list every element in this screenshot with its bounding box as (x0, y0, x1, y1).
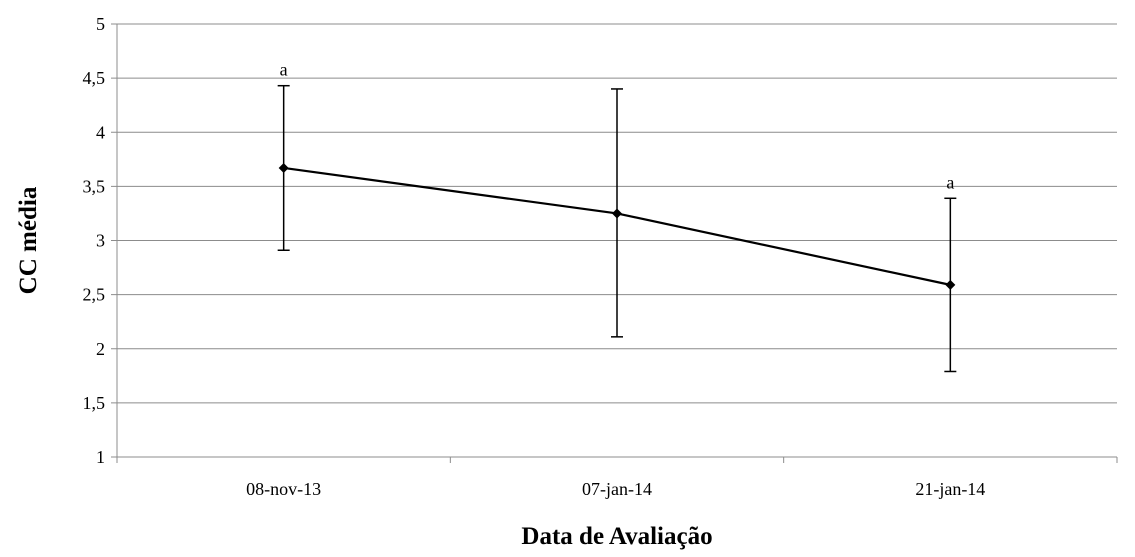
data-point (278, 162, 289, 173)
x-tick-label: 21-jan-14 (915, 479, 985, 499)
significance-annotation: a (280, 60, 288, 80)
y-tick-label: 3,5 (83, 176, 106, 196)
annotations: aa (280, 60, 955, 193)
data-point (612, 208, 622, 219)
error-bars (277, 84, 957, 373)
x-axis-title: Data de Avaliação (521, 523, 712, 550)
x-tick-labels: 08-nov-13 07-jan-14 21-jan-14 (246, 479, 985, 499)
data-point (945, 279, 956, 290)
y-tick-label: 4 (96, 122, 105, 142)
series-line (278, 162, 956, 290)
y-tick-label: 1 (96, 447, 105, 467)
x-tick-label: 07-jan-14 (582, 479, 652, 499)
y-tick-label: 5 (96, 14, 105, 34)
y-tick-label: 4,5 (83, 68, 106, 88)
y-tick-label: 3 (96, 231, 105, 251)
axes (111, 23, 1118, 463)
x-tick-label: 08-nov-13 (246, 479, 321, 499)
y-tick-label: 2,5 (83, 285, 106, 305)
y-tick-label: 1,5 (83, 393, 106, 413)
y-tick-label: 2 (96, 339, 105, 359)
significance-annotation: a (946, 172, 954, 192)
y-tick-labels: 1 1,5 2 2,5 3 3,5 4 4,5 5 (83, 14, 106, 467)
y-axis-title: CC média (15, 186, 42, 294)
